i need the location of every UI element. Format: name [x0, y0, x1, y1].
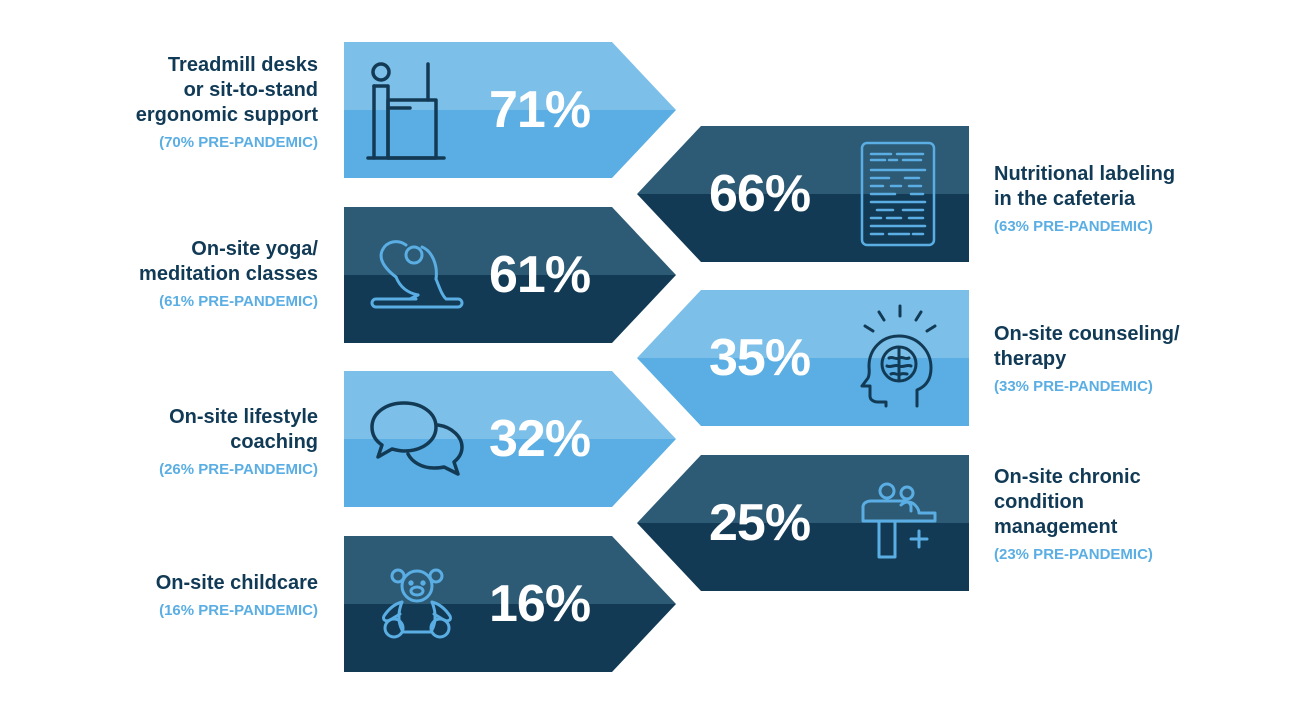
percent-value: 61% [489, 246, 591, 304]
arrow-shape [344, 371, 676, 507]
pre-pandemic-value: (63% PRE-PANDEMIC) [994, 218, 1153, 235]
label-line: coaching [230, 431, 318, 453]
arrow-shape [344, 207, 676, 343]
patient-doctor-icon [861, 482, 937, 559]
label-line: or sit-to-stand [183, 79, 318, 101]
label-line: On-site yoga/ [191, 238, 318, 260]
label-line: in the cafeteria [994, 188, 1136, 210]
label-line: ergonomic support [135, 104, 318, 126]
benefit-label-coaching: On-site lifestyle coaching (26% PRE-PAND… [60, 405, 318, 479]
benefit-arrow-nutrition: 66% [637, 126, 969, 262]
label-line: management [994, 516, 1118, 538]
label-line: therapy [994, 348, 1067, 370]
label-line: meditation classes [139, 263, 318, 285]
benefit-arrow-coaching: 32% [344, 371, 676, 507]
teddy-bear-icon [382, 568, 452, 639]
benefit-label-nutrition: Nutritional labeling in the cafeteria (6… [994, 162, 1294, 236]
arrow-shape [637, 455, 969, 591]
label-line: Nutritional labeling [994, 163, 1176, 185]
pre-pandemic-value: (33% PRE-PANDEMIC) [994, 378, 1153, 395]
percent-value: 71% [489, 81, 591, 139]
label-line: condition [994, 491, 1084, 513]
pre-pandemic-value: (26% PRE-PANDEMIC) [159, 461, 318, 478]
treadmill-desk-icon [366, 62, 446, 160]
benefit-arrow-treadmill: 71% [344, 42, 676, 178]
percent-value: 25% [709, 494, 811, 552]
label-line: On-site counseling/ [994, 323, 1180, 345]
percent-value: 32% [489, 410, 591, 468]
benefit-arrow-counseling: 35% [637, 290, 969, 426]
benefit-label-chronic: On-site chronic condition management (23… [994, 465, 1294, 564]
benefit-arrow-yoga: 61% [344, 207, 676, 343]
chat-bubbles-icon [370, 401, 464, 476]
percent-value: 35% [709, 329, 811, 387]
percent-value: 16% [489, 575, 591, 633]
pre-pandemic-value: (16% PRE-PANDEMIC) [159, 602, 318, 619]
percent-value: 66% [709, 165, 811, 223]
benefit-arrow-childcare: 16% [344, 536, 676, 672]
pre-pandemic-value: (23% PRE-PANDEMIC) [994, 546, 1153, 563]
benefit-label-counseling: On-site counseling/ therapy (33% PRE-PAN… [994, 322, 1294, 396]
brain-head-icon [860, 304, 937, 408]
label-line: Treadmill desks [167, 54, 318, 76]
label-line: On-site childcare [155, 572, 318, 594]
benefit-label-childcare: On-site childcare (16% PRE-PANDEMIC) [60, 571, 318, 620]
pre-pandemic-value: (70% PRE-PANDEMIC) [159, 134, 318, 151]
benefit-arrow-chronic: 25% [637, 455, 969, 591]
nutrition-label-icon [860, 141, 936, 247]
arrow-shape [344, 536, 676, 672]
benefit-label-yoga: On-site yoga/ meditation classes (61% PR… [60, 237, 318, 311]
label-line: On-site chronic [994, 466, 1141, 488]
yoga-icon [370, 240, 464, 309]
label-line: On-site lifestyle [169, 406, 318, 428]
pre-pandemic-value: (61% PRE-PANDEMIC) [159, 293, 318, 310]
benefit-label-treadmill: Treadmill desks or sit-to-stand ergonomi… [60, 53, 318, 152]
